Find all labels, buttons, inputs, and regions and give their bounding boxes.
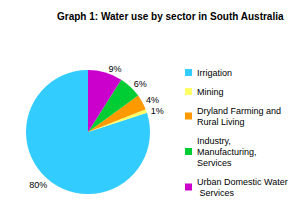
svg-text:Graph 1: Water use by sector i: Graph 1: Water use by sector in South Au… <box>57 11 284 22</box>
svg-text:Irrigation: Irrigation <box>197 68 232 78</box>
svg-text:Mining: Mining <box>197 87 224 97</box>
svg-text:Rural Living: Rural Living <box>197 117 245 127</box>
svg-text:1%: 1% <box>151 106 164 116</box>
svg-text:9%: 9% <box>108 64 121 74</box>
svg-text:Dryland Farming and: Dryland Farming and <box>197 106 284 116</box>
svg-text:6%: 6% <box>134 79 147 89</box>
svg-text:Services: Services <box>197 158 232 168</box>
svg-text:Urban Domestic Water: Urban Domestic Water <box>197 177 288 187</box>
svg-text:Industry,: Industry, <box>197 136 233 146</box>
svg-text:Manufacturing,: Manufacturing, <box>197 147 259 157</box>
svg-text:4%: 4% <box>146 95 159 105</box>
svg-text:80%: 80% <box>29 180 47 190</box>
svg-text:Services: Services <box>197 188 235 198</box>
